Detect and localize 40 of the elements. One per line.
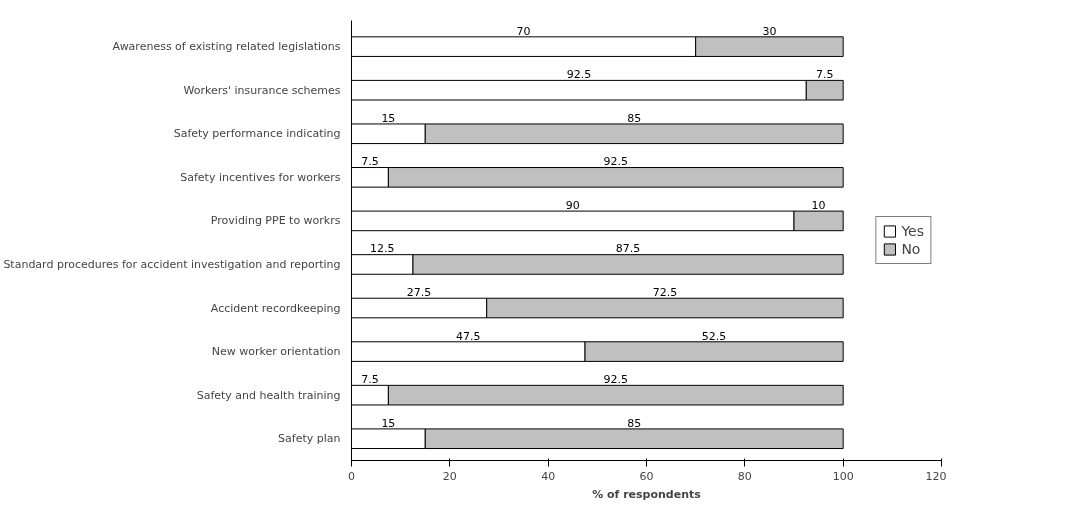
data-label: 15	[381, 111, 396, 125]
data-label: 87.5	[615, 242, 641, 256]
y-tick-label: Providing PPE to workrs	[210, 214, 341, 228]
data-label: 47.5	[456, 329, 481, 343]
data-label: 72.5	[652, 286, 678, 300]
y-tick-label: Accident recordkeeping	[210, 301, 341, 315]
x-tick-label: 40	[541, 469, 556, 483]
data-label: 10	[811, 198, 826, 212]
x-tick-label: 80	[737, 469, 752, 483]
data-label: 30	[762, 24, 777, 38]
x-tick-label: 100	[832, 469, 854, 483]
data-label: 70	[516, 24, 531, 38]
y-tick-label: Awareness of existing related legislations	[112, 40, 341, 54]
y-tick-label: Safety and health training	[196, 388, 341, 402]
data-label: 85	[627, 111, 642, 125]
data-label: 52.5	[701, 329, 727, 343]
data-label: 92.5	[566, 68, 592, 82]
x-tick-label: 0	[348, 469, 355, 483]
x-tick-label: 120	[925, 469, 947, 483]
data-label: 7.5	[815, 68, 834, 82]
legend-label: No	[901, 241, 922, 257]
data-label: 7.5	[361, 155, 379, 169]
data-label: 15	[381, 416, 396, 430]
x-axis-title: % of respondents	[592, 487, 702, 501]
data-label: 27.5	[406, 286, 432, 300]
legend-label: Yes	[901, 223, 924, 239]
y-tick-label: Safety performance indicating	[173, 127, 341, 141]
x-tick-label: 60	[639, 469, 654, 483]
y-tick-label: Safety incentives for workers	[180, 170, 341, 184]
data-label: 12.5	[369, 242, 395, 256]
data-label: 92.5	[603, 155, 629, 169]
y-tick-label: New worker orientation	[211, 345, 341, 359]
data-label: 7.5	[361, 373, 379, 387]
data-label: 85	[627, 416, 642, 430]
x-tick-label: 20	[442, 469, 457, 483]
y-tick-label: Safety plan	[278, 432, 341, 446]
y-tick-label: Standard procedures for accident investigation and reporting	[3, 257, 341, 271]
data-label: 92.5	[603, 373, 629, 387]
y-tick-label: Workers' insurance schemes	[183, 83, 341, 97]
data-label: 90	[565, 198, 580, 212]
